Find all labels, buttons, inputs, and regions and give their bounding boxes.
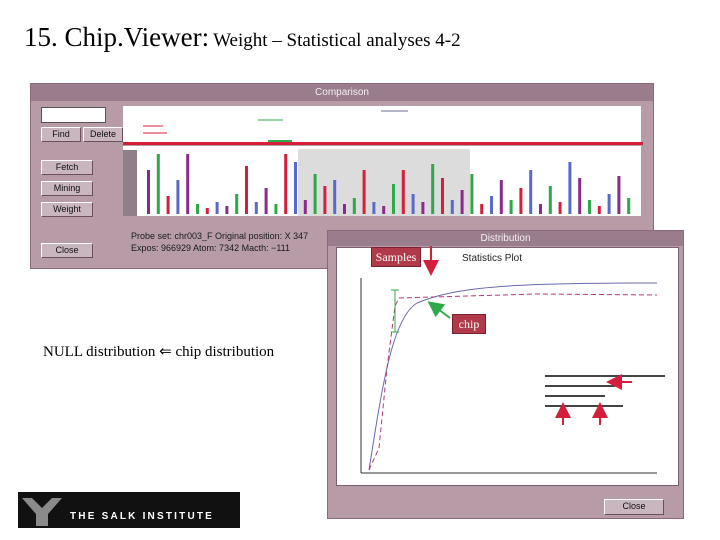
expression-bar (441, 178, 444, 214)
expression-bar (333, 180, 337, 214)
chip-arrow (427, 301, 451, 319)
distribution-caption: NULL distribution ⇐ chip distribution (43, 342, 274, 361)
expression-bar (627, 198, 631, 214)
close-button[interactable]: Close (41, 243, 93, 258)
expression-bars (147, 154, 631, 214)
expression-bar (597, 206, 601, 214)
expression-bar (392, 184, 395, 214)
expression-bar (411, 194, 415, 214)
expression-bar-plot (107, 146, 641, 216)
salk-logo-shape (22, 498, 62, 526)
legend-text-line (545, 385, 615, 387)
expression-bar (372, 202, 376, 214)
legend-text-line (545, 405, 623, 407)
expression-bar (362, 170, 366, 214)
expression-bar (607, 194, 611, 214)
expression-bar (470, 174, 474, 214)
expression-bar (588, 200, 591, 214)
salk-logo-text: THE SALK INSTITUTE (70, 511, 215, 522)
expression-bar (254, 202, 258, 214)
expression-bar (274, 204, 278, 214)
distribution-window: Distribution Statistics Plot Close (327, 230, 684, 519)
expression-bar (450, 200, 454, 214)
expression-bar (176, 180, 180, 214)
expression-bar (156, 154, 160, 214)
find-button[interactable]: Find (41, 127, 81, 142)
expression-bar (539, 204, 542, 214)
delete-button[interactable]: Delete (83, 127, 123, 142)
probe-status-line: Probe set: chr003_F Original position: X… (131, 231, 309, 241)
expression-bar (529, 170, 533, 214)
expression-bar (490, 196, 493, 214)
chip-distribution-label: chip distribution (175, 344, 275, 360)
expression-bar (284, 154, 288, 214)
expression-bar (578, 178, 582, 214)
probe-highlight (268, 140, 292, 143)
slide-title-sub: Weight – Statistical analyses 4-2 (213, 30, 461, 51)
expression-bar (313, 174, 317, 214)
null-distribution-curve (368, 282, 658, 471)
null-distribution-label: NULL distribution (43, 344, 156, 360)
expression-bar (294, 162, 297, 214)
expression-bar (548, 186, 552, 214)
expression-bar (205, 208, 209, 214)
fetch-button[interactable]: Fetch (41, 160, 93, 175)
expression-bar (558, 202, 562, 214)
weight-button[interactable]: Weight (41, 202, 93, 217)
legend-text-line (545, 395, 605, 397)
distribution-close-button[interactable]: Close (604, 499, 664, 515)
samples-callout: Samples (371, 247, 421, 267)
slide-title-main: 15. Chip.Viewer: (24, 22, 210, 52)
expression-bar (401, 170, 405, 214)
statistics-legend-block (545, 375, 665, 407)
expression-bar (303, 200, 307, 214)
probe-track-plot (123, 106, 641, 144)
mining-button[interactable]: Mining (41, 181, 93, 196)
expression-bar (225, 206, 229, 214)
expression-bar (196, 204, 199, 214)
probe-track-graphic (143, 110, 408, 143)
expression-bar (245, 166, 248, 214)
expression-bar (352, 198, 356, 214)
expression-bar (343, 204, 346, 214)
reference-line (123, 142, 643, 145)
expression-bar (186, 154, 190, 214)
expression-bar (617, 176, 621, 214)
expression-bar (519, 188, 523, 214)
salk-logo-banner (18, 492, 240, 528)
left-arrow-icon: ⇐ (159, 344, 172, 360)
expression-bar (421, 202, 425, 214)
expression-bar (147, 170, 150, 214)
chip-distribution-curve (368, 293, 658, 471)
expression-bar (499, 180, 503, 214)
statistics-plot-area: Statistics Plot (336, 247, 679, 486)
expression-status-line: Expos: 966929 Atom: 7342 Macth: −111 (131, 243, 291, 253)
probe-search-input[interactable] (41, 107, 106, 123)
expression-bar (166, 196, 170, 214)
expression-bar (460, 190, 464, 214)
slide-title: 15. Chip.Viewer: Weight – Statistical an… (24, 22, 461, 53)
expression-bar (509, 200, 513, 214)
distribution-curve-graphic (360, 278, 665, 474)
expression-bar (235, 194, 239, 214)
legend-text-line (545, 375, 665, 377)
chip-callout: chip (452, 314, 486, 334)
comparison-window-titlebar[interactable]: Comparison (31, 84, 653, 101)
expression-bar (382, 206, 386, 214)
expression-bar (480, 204, 484, 214)
probe-status-text: Probe set: chr003_F Original position: X… (131, 230, 308, 254)
salk-logo-icon (22, 498, 62, 526)
statistics-plot-title: Statistics Plot (462, 253, 523, 264)
distribution-window-titlebar[interactable]: Distribution (328, 231, 683, 246)
expression-bar (323, 186, 327, 214)
expression-bar (568, 162, 572, 214)
expression-bar (264, 188, 268, 214)
expression-bar (431, 164, 435, 214)
expression-bar (215, 202, 219, 214)
